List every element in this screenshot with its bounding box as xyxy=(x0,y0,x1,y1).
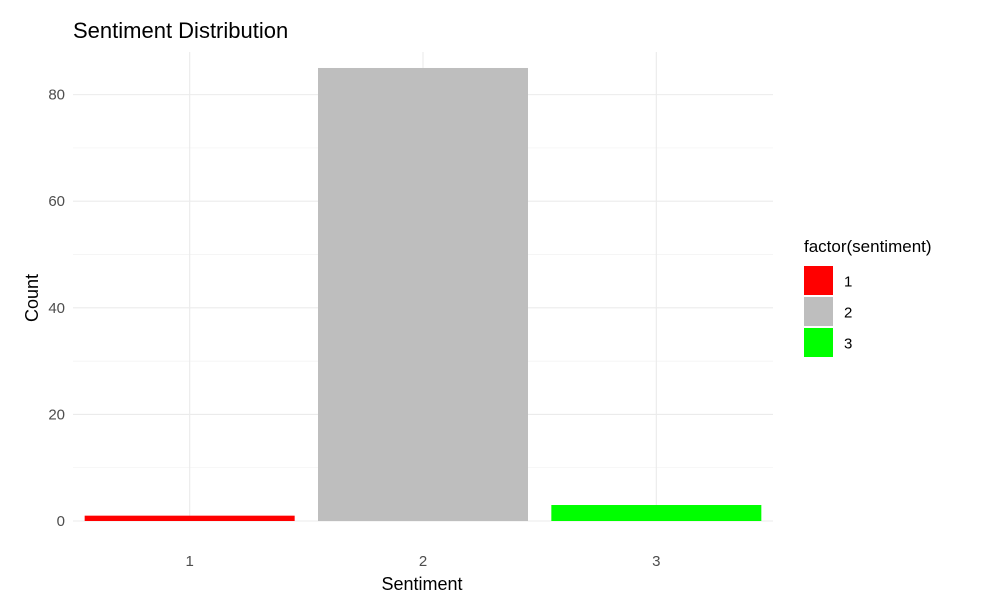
x-tick-label: 2 xyxy=(419,553,427,570)
y-tick-label: 40 xyxy=(48,300,65,317)
bars xyxy=(84,67,762,521)
y-tick-label: 80 xyxy=(48,87,65,104)
x-tick-label: 3 xyxy=(652,553,660,570)
legend-label: 1 xyxy=(844,274,852,291)
y-tick-label: 0 xyxy=(57,513,65,530)
y-tick-label: 20 xyxy=(48,406,65,423)
legend: factor(sentiment) 1 2 3 xyxy=(804,237,932,357)
y-tick-label: 60 xyxy=(48,193,65,210)
bar-1 xyxy=(84,515,295,521)
x-axis-ticks: 1 2 3 xyxy=(185,553,660,570)
x-tick-label: 1 xyxy=(185,553,193,570)
legend-title: factor(sentiment) xyxy=(804,237,932,256)
legend-key-3 xyxy=(804,328,833,357)
bar-3 xyxy=(551,505,762,521)
bar-2 xyxy=(318,67,528,521)
legend-key-1 xyxy=(804,266,833,295)
legend-label: 3 xyxy=(844,336,852,353)
legend-key-2 xyxy=(804,297,833,326)
x-axis-title: Sentiment xyxy=(381,574,462,594)
chart-title: Sentiment Distribution xyxy=(73,18,288,43)
y-axis-ticks: 0 20 40 60 80 xyxy=(48,87,65,530)
y-axis-title: Count xyxy=(22,274,42,322)
legend-label: 2 xyxy=(844,305,852,322)
